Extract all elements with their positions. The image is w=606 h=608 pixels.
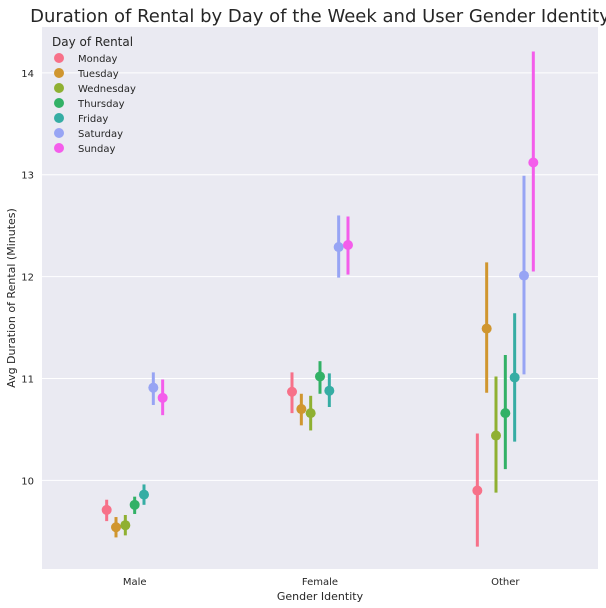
x-axis-label: Gender Identity bbox=[277, 590, 364, 603]
legend-entry: Sunday bbox=[78, 144, 115, 155]
legend-marker bbox=[54, 68, 64, 78]
data-point bbox=[518, 270, 529, 281]
data-point bbox=[342, 240, 353, 251]
x-tick-label: Male bbox=[123, 577, 147, 588]
x-tick-label: Female bbox=[302, 577, 338, 588]
legend-marker bbox=[54, 128, 64, 138]
data-point bbox=[111, 522, 122, 533]
legend-entry: Tuesday bbox=[77, 69, 119, 80]
y-tick-label: 14 bbox=[21, 69, 34, 80]
data-point bbox=[500, 408, 511, 419]
legend-title: Day of Rental bbox=[52, 35, 133, 49]
legend-entry: Friday bbox=[78, 114, 108, 125]
y-tick-label: 10 bbox=[21, 476, 34, 487]
data-point bbox=[138, 489, 149, 500]
data-point bbox=[481, 323, 492, 334]
data-point bbox=[101, 504, 112, 515]
data-point bbox=[148, 382, 159, 393]
data-marks bbox=[101, 51, 539, 547]
legend: Day of Rental Monday Tuesday Wednesday Thur… bbox=[52, 35, 136, 155]
data-point bbox=[287, 386, 298, 397]
data-point bbox=[315, 371, 325, 382]
data-point bbox=[472, 485, 483, 496]
data-point bbox=[509, 372, 520, 383]
data-point bbox=[296, 404, 307, 415]
y-axis-ticks: 10 11 12 13 14 bbox=[21, 69, 34, 488]
data-point bbox=[528, 157, 539, 168]
x-tick-label: Other bbox=[491, 577, 520, 588]
data-point bbox=[305, 408, 316, 419]
y-axis-label: Avg Duration of Rental (Minutes) bbox=[5, 208, 18, 388]
legend-marker bbox=[54, 83, 64, 93]
plot-area bbox=[42, 27, 598, 569]
y-tick-label: 13 bbox=[21, 171, 34, 182]
legend-entry: Saturday bbox=[78, 129, 123, 140]
legend-entry: Thursday bbox=[77, 99, 125, 110]
data-point bbox=[157, 392, 168, 403]
legend-marker bbox=[54, 143, 64, 153]
chart-title: Duration of Rental by Day of the Week an… bbox=[30, 6, 606, 27]
legend-entry: Wednesday bbox=[78, 84, 136, 95]
legend-marker bbox=[54, 53, 64, 63]
legend-entry: Monday bbox=[78, 54, 118, 65]
legend-marker bbox=[54, 98, 64, 108]
data-point bbox=[333, 242, 344, 253]
y-tick-label: 12 bbox=[21, 273, 34, 284]
data-point bbox=[129, 499, 140, 510]
data-point bbox=[120, 520, 131, 531]
y-tick-label: 11 bbox=[21, 374, 34, 385]
x-axis-ticks: Male Female Other bbox=[123, 577, 521, 588]
data-point bbox=[491, 430, 502, 441]
legend-marker bbox=[54, 113, 64, 123]
data-point bbox=[324, 385, 335, 396]
